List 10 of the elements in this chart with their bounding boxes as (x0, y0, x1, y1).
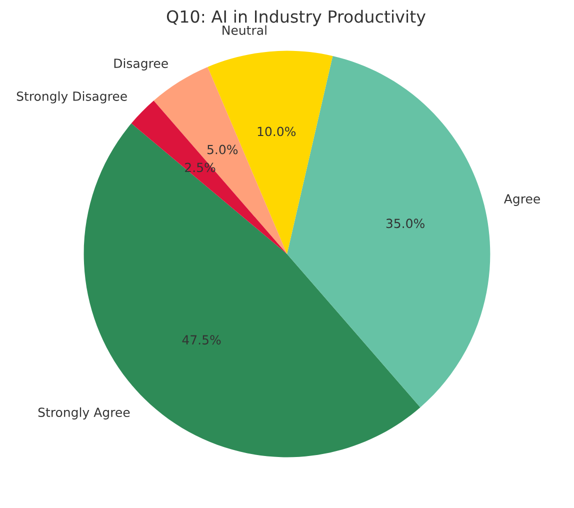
chart-title: Q10: AI in Industry Productivity (166, 10, 426, 26)
data-label: 10.0% (258, 126, 296, 136)
data-label: 35.0% (386, 218, 424, 228)
data-label: 47.5% (182, 335, 221, 345)
slice-label: Strongly Disagree (16, 91, 127, 104)
data-label: 5.0% (207, 144, 238, 154)
slice-label: Agree (504, 194, 540, 206)
slice-label: Strongly Agree (38, 407, 130, 420)
slice-label: Disagree (114, 58, 168, 70)
slice-label: Neutral (222, 25, 266, 35)
